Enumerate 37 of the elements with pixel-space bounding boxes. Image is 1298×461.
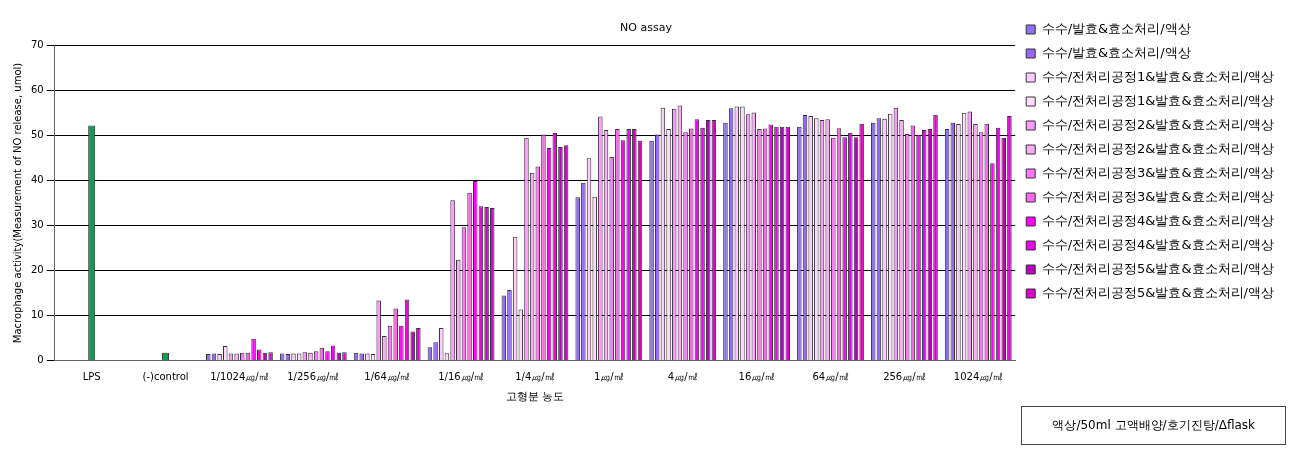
y-tick-label: 50 (30, 128, 44, 140)
legend-label: 수수/전처리공정4&발효&효소처리/액상 (1041, 236, 1275, 252)
legend-label: 수수/전처리공정2&발효&효소처리/액상 (1041, 140, 1275, 156)
x-tick-label: 1㎍/㎖ (593, 371, 624, 383)
x-tick-label: LPS (82, 371, 101, 383)
y-axis-title: Macrophage activity(Measurement of NO release, umol) (11, 62, 23, 344)
x-tick-label: 64㎍/㎖ (812, 371, 849, 383)
x-tick-label: 1/4㎍/㎖ (515, 371, 555, 383)
x-tick-label: 1/64㎍/㎖ (364, 371, 411, 383)
legend-label: 수수/발효&효소처리/액상 (1041, 20, 1191, 36)
legend-label: 수수/전처리공정5&발효&효소처리/액상 (1041, 260, 1275, 276)
legend-label: 수수/전처리공정4&발효&효소처리/액상 (1041, 212, 1275, 228)
legend-label: 수수/전처리공정1&발효&효소처리/액상 (1041, 92, 1275, 108)
legend-label: 수수/발효&효소처리/액상 (1041, 44, 1191, 60)
y-tick-label: 10 (30, 309, 44, 321)
x-tick-label: 1/1024㎍/㎖ (210, 371, 269, 383)
legend-label: 수수/전처리공정2&발효&효소처리/액상 (1041, 116, 1275, 132)
x-axis-title: 고형분 농도 (505, 390, 565, 404)
x-tick-label: 1/16㎍/㎖ (438, 371, 484, 383)
y-tick-label: 40 (30, 174, 44, 186)
legend-label: 수수/전처리공정1&발효&효소처리/액상 (1041, 68, 1275, 84)
y-tick-label: 60 (30, 83, 44, 95)
y-tick-label: 30 (30, 219, 44, 231)
x-tick-label: 1024㎍/㎖ (953, 371, 1003, 383)
chart-title: NO assay (620, 21, 673, 35)
x-tick-label: 1/256㎍/㎖ (287, 371, 340, 383)
x-tick-label: 16㎍/㎖ (738, 371, 775, 383)
legend-label: 수수/전처리공정3&발효&효소처리/액상 (1041, 188, 1275, 204)
legend-label: 수수/전처리공정3&발효&효소처리/액상 (1041, 164, 1275, 180)
x-tick-label: 4㎍/㎖ (667, 371, 698, 383)
y-tick-label: 0 (37, 354, 44, 366)
text: 액상/50ml 고액배양/호기진탕/Δflask (1021, 406, 1286, 445)
y-tick-label: 20 (30, 264, 44, 276)
legend-label: 수수/전처리공정5&발효&효소처리/액상 (1041, 284, 1275, 300)
x-tick-label: 256㎍/㎖ (883, 371, 926, 383)
x-tick-label: (-)control (142, 371, 189, 383)
y-tick-label: 70 (30, 38, 44, 50)
